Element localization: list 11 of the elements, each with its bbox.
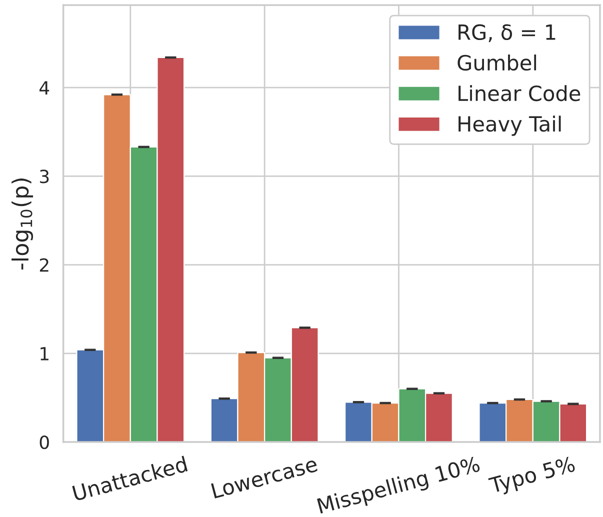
- y-tick-label: 3: [40, 170, 49, 184]
- legend-label: RG, δ = 1: [458, 24, 556, 42]
- legend-label: Gumbel: [458, 54, 536, 71]
- legend-label: Linear Code: [458, 85, 580, 102]
- y-tick-label: 2: [40, 258, 48, 272]
- y-tick-label: 0: [40, 435, 49, 450]
- y-tick-label: 4: [40, 81, 50, 94]
- x-tick-label: Typo 5%: [488, 456, 577, 498]
- y-tick-label: 1: [40, 347, 48, 360]
- y-axis-title: -log$_{10}$(p): [12, 178, 34, 270]
- legend-label: Heavy Tail: [458, 116, 561, 136]
